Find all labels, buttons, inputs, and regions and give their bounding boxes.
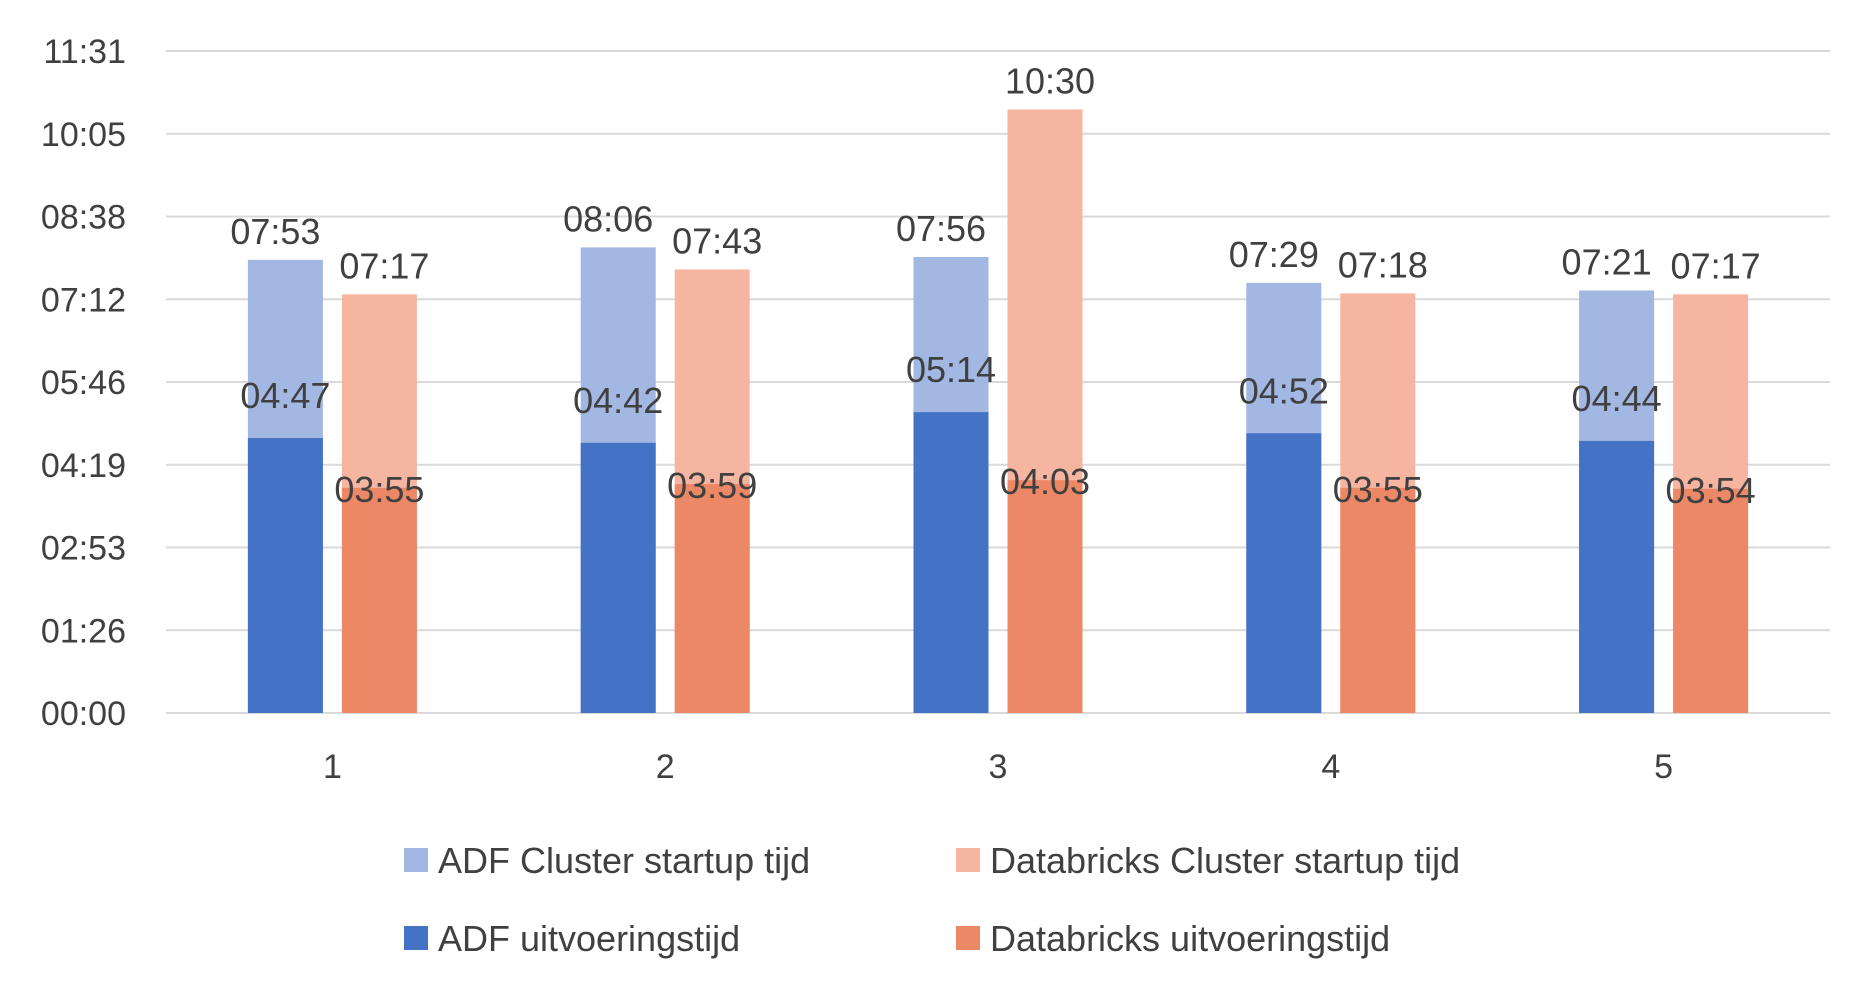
y-tick-label: 04:19 — [41, 447, 126, 485]
y-tick-label: 01:26 — [41, 612, 126, 650]
bar-databricks-exec — [1340, 487, 1416, 713]
data-label-total: 10:30 — [1005, 60, 1095, 101]
bar-adf-exec — [580, 442, 656, 713]
x-tick-label: 4 — [1321, 748, 1340, 786]
y-tick-label: 10:05 — [41, 116, 126, 154]
data-label-total: 07:17 — [1671, 245, 1761, 286]
gridlines — [166, 50, 1830, 714]
bar-databricks-exec — [1673, 488, 1749, 713]
data-labels: 07:53 04:47 07:17 03:55 08:06 04:42 07:43 03:59… — [230, 60, 1760, 510]
data-label-total: 07:17 — [339, 245, 429, 286]
bar-adf-exec — [1579, 440, 1655, 713]
data-label-total: 07:53 — [230, 211, 320, 252]
data-label-exec: 03:55 — [1333, 469, 1423, 510]
data-label-total: 08:06 — [563, 198, 653, 239]
bar-adf-exec — [247, 438, 323, 713]
legend-label: Databricks Cluster startup tijd — [990, 840, 1460, 881]
legend-label: Databricks uitvoeringstijd — [990, 918, 1390, 959]
y-tick-label: 00:00 — [41, 695, 126, 733]
y-tick-label: 05:46 — [41, 364, 126, 402]
x-tick-label: 3 — [989, 748, 1008, 786]
legend-swatch — [956, 926, 980, 950]
data-label-exec: 04:52 — [1239, 370, 1329, 411]
data-label-exec: 03:59 — [667, 465, 757, 506]
x-tick-label: 1 — [323, 748, 342, 786]
bar-databricks-exec — [1007, 480, 1083, 713]
y-tick-label: 02:53 — [41, 530, 126, 568]
data-label-total: 07:18 — [1338, 244, 1428, 285]
x-axis-ticks: 1 2 3 4 5 — [323, 748, 1673, 786]
data-label-exec: 04:42 — [573, 380, 663, 421]
data-label-total: 07:29 — [1229, 234, 1319, 275]
data-label-exec: 04:47 — [240, 375, 330, 416]
data-label-exec: 04:44 — [1572, 378, 1662, 419]
legend-label: ADF uitvoeringstijd — [438, 918, 740, 959]
bar-databricks-exec — [674, 484, 750, 713]
y-tick-label: 08:38 — [41, 199, 126, 237]
data-label-total: 07:21 — [1562, 242, 1652, 283]
data-label-total: 07:43 — [672, 220, 762, 261]
legend-swatch — [404, 848, 428, 872]
data-label-total: 07:56 — [896, 208, 986, 249]
data-label-exec: 03:54 — [1666, 470, 1756, 511]
legend-swatch — [956, 848, 980, 872]
data-label-exec: 03:55 — [334, 469, 424, 510]
bars — [247, 109, 1749, 713]
x-tick-label: 2 — [656, 748, 675, 786]
data-label-exec: 05:14 — [906, 349, 996, 390]
legend: ADF Cluster startup tijd Databricks Clust… — [404, 840, 1460, 959]
bar-adf-exec — [1246, 433, 1322, 713]
y-axis-ticks: 00:00 01:26 02:53 04:19 05:46 07:12 08:38 10:05… — [41, 33, 126, 733]
data-label-exec: 04:03 — [1000, 461, 1090, 502]
y-tick-label: 11:31 — [43, 33, 126, 71]
x-tick-label: 5 — [1654, 748, 1673, 786]
legend-label: ADF Cluster startup tijd — [438, 840, 810, 881]
y-tick-label: 07:12 — [41, 281, 126, 319]
bar-databricks-exec — [341, 487, 417, 713]
legend-swatch — [404, 926, 428, 950]
bar-adf-exec — [913, 412, 989, 713]
